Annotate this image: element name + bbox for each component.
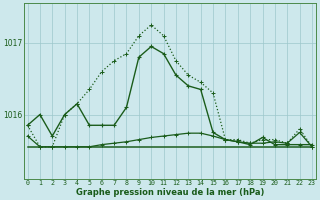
X-axis label: Graphe pression niveau de la mer (hPa): Graphe pression niveau de la mer (hPa) [76,188,264,197]
